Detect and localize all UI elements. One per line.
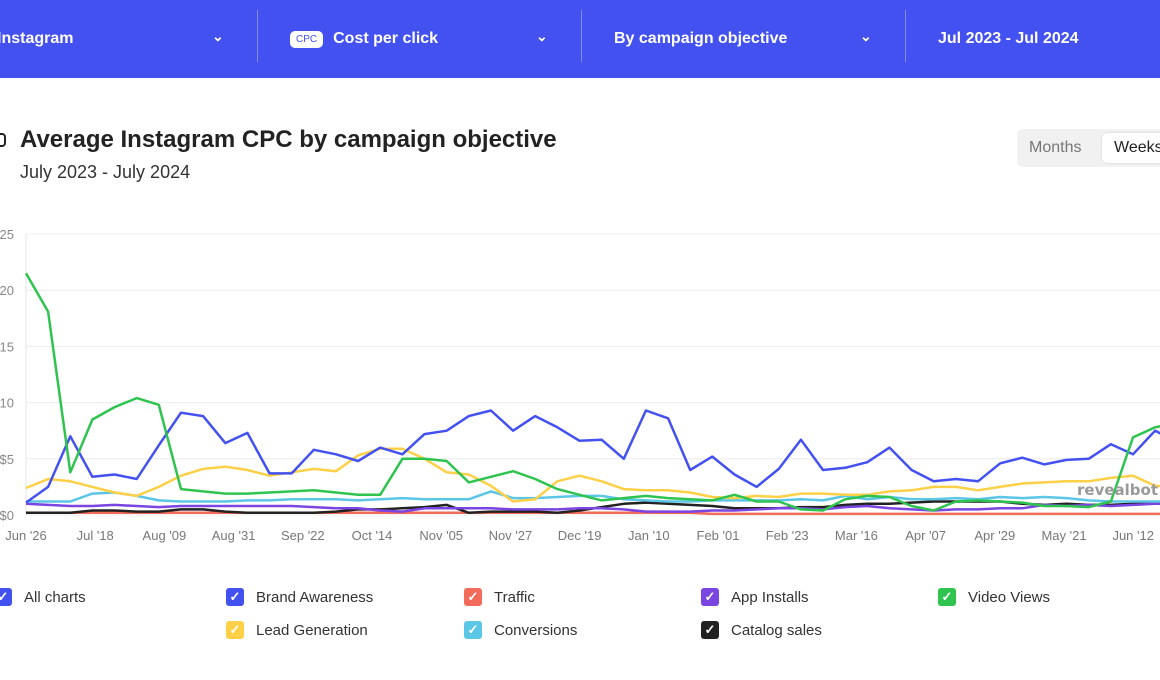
x-tick-label: Apr '07 — [905, 528, 946, 543]
checkbox-checked-icon[interactable]: ✓ — [701, 621, 719, 639]
x-tick-label: May '21 — [1041, 528, 1086, 543]
metric-label: Cost per click — [333, 30, 439, 47]
checkbox-checked-icon[interactable]: ✓ — [464, 621, 482, 639]
legend-item-conversions[interactable]: ✓ Conversions — [464, 621, 577, 639]
cpc-badge: CPC — [290, 30, 324, 48]
x-tick-label: Aug '31 — [212, 528, 256, 543]
divider — [581, 10, 582, 62]
x-tick-label: Feb '23 — [766, 528, 809, 543]
divider — [257, 10, 258, 62]
x-tick-label: Jul '18 — [77, 528, 114, 543]
revealbot-watermark: revealbot — [1077, 481, 1158, 499]
x-tick-label: Dec '19 — [558, 528, 602, 543]
checkbox-checked-icon[interactable]: ✓ — [0, 588, 12, 606]
y-tick-label: $20 — [0, 283, 14, 298]
x-tick-label: Apr '29 — [974, 528, 1015, 543]
chevron-down-icon[interactable]: ⌄ — [536, 28, 548, 44]
legend-label: Conversions — [494, 621, 578, 639]
legend-item-video-views[interactable]: ✓ Video Views — [938, 588, 1050, 606]
line-chart: $0 $5 $10 $15 $20 $25 Jun '26 Jul '18 Aug '09 Aug… — [0, 227, 1160, 543]
x-tick-label: Jun '26 — [5, 528, 47, 543]
legend-item-traffic[interactable]: ✓ Traffic — [464, 588, 535, 606]
checkbox-checked-icon[interactable]: ✓ — [226, 588, 244, 606]
page-subtitle: July 2023 - July 2024 — [20, 162, 191, 182]
metric-select[interactable]: CPC Cost per click — [290, 0, 438, 78]
checkbox-checked-icon[interactable]: ✓ — [464, 588, 482, 606]
y-tick-label: $15 — [0, 339, 14, 354]
series-line-conversions — [26, 490, 1160, 503]
x-tick-label: Jan '10 — [628, 528, 670, 543]
breakdown-select[interactable]: By campaign objective — [614, 0, 787, 78]
date-range-label: Jul 2023 - Jul 2024 — [938, 30, 1079, 47]
legend-label: Catalog sales — [731, 621, 822, 639]
x-tick-label: Aug '09 — [143, 528, 187, 543]
instagram-icon — [0, 133, 6, 147]
legend-label: Brand Awareness — [256, 588, 374, 606]
granularity-toggle: Months Weeks — [1017, 129, 1160, 167]
platform-select[interactable]: Instagram — [0, 0, 73, 78]
page-title: Average Instagram CPC by campaign object… — [20, 126, 557, 153]
legend-label: Video Views — [968, 588, 1051, 606]
legend-label: All charts — [24, 588, 86, 606]
legend-item-lead-generation[interactable]: ✓ Lead Generation — [226, 621, 368, 639]
x-tick-label: Jun '12 — [1112, 528, 1154, 543]
y-tick-label: $5 — [0, 452, 14, 467]
platform-label: Instagram — [0, 30, 74, 47]
breakdown-label: By campaign objective — [614, 30, 788, 47]
series-line-brand-awareness — [25, 409, 1160, 504]
y-tick-label: $10 — [0, 396, 14, 411]
series-line-traffic — [26, 511, 1160, 516]
toggle-months[interactable]: Months — [1029, 139, 1082, 156]
checkbox-checked-icon[interactable]: ✓ — [938, 588, 956, 606]
legend-label: Lead Generation — [256, 621, 368, 639]
filter-bar: Instagram ⌄ CPC Cost per click ⌄ By campa… — [0, 0, 1160, 78]
date-range-select[interactable]: Jul 2023 - Jul 2024 — [938, 0, 1079, 78]
y-tick-label: $25 — [0, 227, 14, 242]
x-tick-label: Oct '14 — [352, 528, 393, 543]
checkbox-checked-icon[interactable]: ✓ — [701, 588, 719, 606]
series-line-video-views — [24, 272, 1160, 512]
toggle-weeks[interactable]: Weeks — [1102, 133, 1160, 163]
x-tick-label: Sep '22 — [281, 528, 325, 543]
chevron-down-icon[interactable]: ⌄ — [212, 28, 224, 44]
legend-label: Traffic — [494, 588, 535, 606]
x-tick-label: Nov '27 — [489, 528, 533, 543]
series-line-lead-generation — [25, 447, 1160, 503]
chevron-down-icon[interactable]: ⌄ — [860, 28, 872, 44]
x-tick-label: Mar '16 — [835, 528, 878, 543]
legend-label: App Installs — [731, 588, 809, 606]
y-tick-label: $0 — [0, 508, 14, 523]
x-tick-label: Nov '05 — [419, 528, 463, 543]
legend-item-brand-awareness[interactable]: ✓ Brand Awareness — [226, 588, 373, 606]
legend-all-charts[interactable]: ✓ All charts — [0, 588, 86, 606]
legend-item-catalog-sales[interactable]: ✓ Catalog sales — [701, 621, 822, 639]
divider — [905, 10, 906, 62]
series-line-app-installs — [25, 502, 1160, 513]
x-tick-label: Feb '01 — [697, 528, 740, 543]
checkbox-checked-icon[interactable]: ✓ — [226, 621, 244, 639]
legend-item-app-installs[interactable]: ✓ App Installs — [701, 588, 809, 606]
